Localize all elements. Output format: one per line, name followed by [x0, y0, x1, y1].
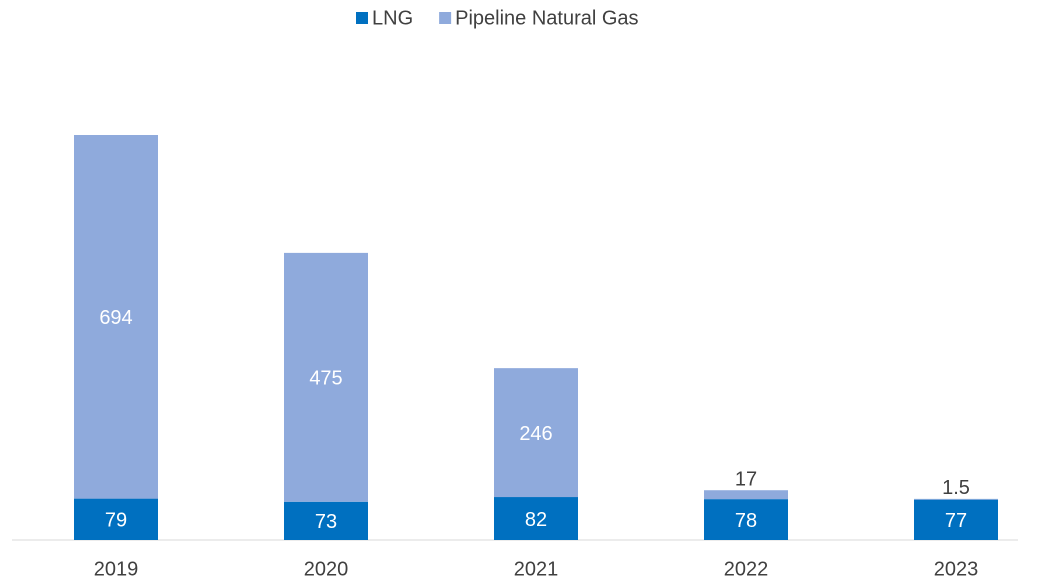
x-tick-label: 2023	[934, 558, 979, 580]
x-tick-label: 2022	[724, 558, 769, 580]
data-label: 17	[735, 469, 757, 491]
data-label: 1.5	[942, 477, 970, 499]
data-label: 79	[105, 510, 127, 532]
data-label: 77	[945, 510, 967, 532]
bar-segment	[494, 497, 578, 540]
bar-segment	[704, 490, 788, 500]
data-label: 475	[309, 368, 342, 390]
bar-segment	[284, 501, 368, 540]
bar-segment	[494, 368, 578, 498]
x-tick-label: 2019	[94, 558, 139, 580]
legend-label: LNG	[372, 7, 413, 29]
bar-segment	[74, 135, 158, 499]
x-tick-label: 2020	[304, 558, 349, 580]
data-label: 694	[99, 307, 132, 329]
legend-label: Pipeline Natural Gas	[455, 7, 638, 29]
data-label: 246	[519, 423, 552, 445]
bar-segment	[284, 252, 368, 502]
data-label: 78	[735, 510, 757, 532]
bar-segment	[74, 498, 158, 540]
bar-segment	[914, 498, 998, 500]
bar-segment	[914, 499, 998, 540]
data-label: 73	[315, 511, 337, 533]
legend-swatch	[356, 12, 368, 24]
legend-swatch	[439, 12, 452, 24]
data-label: 82	[525, 509, 547, 531]
x-tick-label: 2021	[514, 558, 559, 580]
bar-segment	[704, 499, 788, 540]
